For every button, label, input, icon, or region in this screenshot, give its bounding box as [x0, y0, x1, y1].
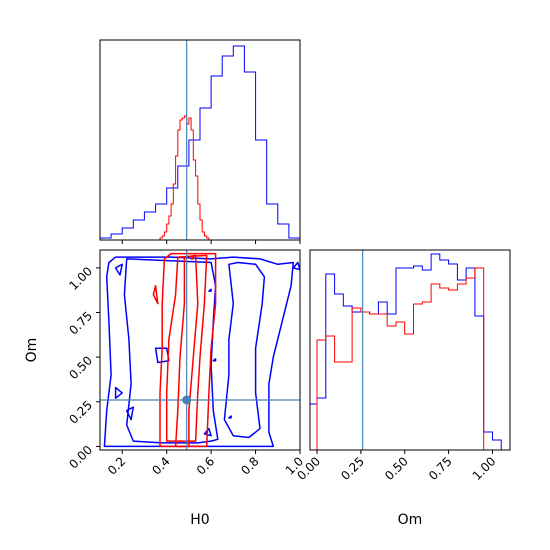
joint-y-ticks: 0.00 0.25 0.50 0.75 1.00	[66, 264, 100, 471]
joint-x-tick-label: 0.6	[194, 454, 217, 477]
joint-blue-contours	[103, 256, 300, 448]
h0-histogram-panel	[99, 39, 301, 244]
om-x-tick-label: 0.75	[426, 454, 455, 483]
joint-y-tick-label: 0.50	[66, 353, 95, 382]
om-histogram-frame	[309, 249, 511, 451]
blue-contour	[223, 261, 266, 439]
red-contour	[165, 254, 208, 442]
joint-y-axis-label: Om	[24, 338, 40, 363]
joint-y-tick-label: 0.75	[66, 309, 95, 338]
h0-histogram-ticks	[121, 240, 301, 244]
joint-y-tick-label: 0.00	[66, 443, 95, 472]
blue-contour	[228, 415, 232, 419]
joint-y-tick-label: 1.00	[66, 264, 95, 293]
red-contour	[190, 256, 195, 260]
joint-frame	[99, 249, 301, 451]
h0-histogram-blue-series	[99, 45, 301, 240]
joint-y-tick-label: 0.25	[66, 398, 95, 427]
h0-histogram-frame	[99, 39, 301, 241]
om-histogram-blue-series	[309, 253, 510, 451]
joint-x-tick-label: 0.2	[105, 454, 128, 477]
joint-x-tick-label: 0.4	[149, 454, 172, 477]
om-x-ticks: 0.00 0.25 0.50 0.75 1.00	[294, 450, 499, 483]
joint-truth-point	[182, 395, 192, 405]
blue-contour	[154, 347, 170, 364]
joint-red-contours	[152, 252, 217, 448]
h0-histogram-red-series	[159, 115, 212, 241]
joint-x-ticks: 0.2 0.4 0.6 0.8 1.0	[105, 450, 306, 478]
om-x-tick-label: 0.25	[338, 454, 367, 483]
om-x-tick-label: 0.50	[382, 454, 411, 483]
blue-contour	[125, 406, 135, 421]
blue-contour	[292, 261, 300, 271]
om-histogram-panel: 0.00 0.25 0.50 0.75 1.00 Om	[294, 249, 511, 528]
blue-contour	[114, 386, 123, 399]
blue-contour	[114, 263, 123, 276]
om-x-axis-label: Om	[398, 512, 423, 528]
om-x-tick-label: 1.00	[470, 454, 499, 483]
blue-contour	[123, 258, 219, 444]
red-contour	[152, 284, 159, 305]
joint-contour-panel: 0.2 0.4 0.6 0.8 1.0 0.000.250.500.751.00 H0 …	[24, 249, 306, 528]
joint-x-axis-label: H0	[190, 512, 209, 528]
red-contour	[159, 252, 217, 448]
blue-contour	[212, 358, 217, 362]
om-histogram-red-series	[310, 267, 493, 451]
blue-contour	[103, 256, 295, 448]
blue-contour	[208, 288, 212, 292]
joint-x-tick-label: 0.8	[238, 454, 261, 477]
